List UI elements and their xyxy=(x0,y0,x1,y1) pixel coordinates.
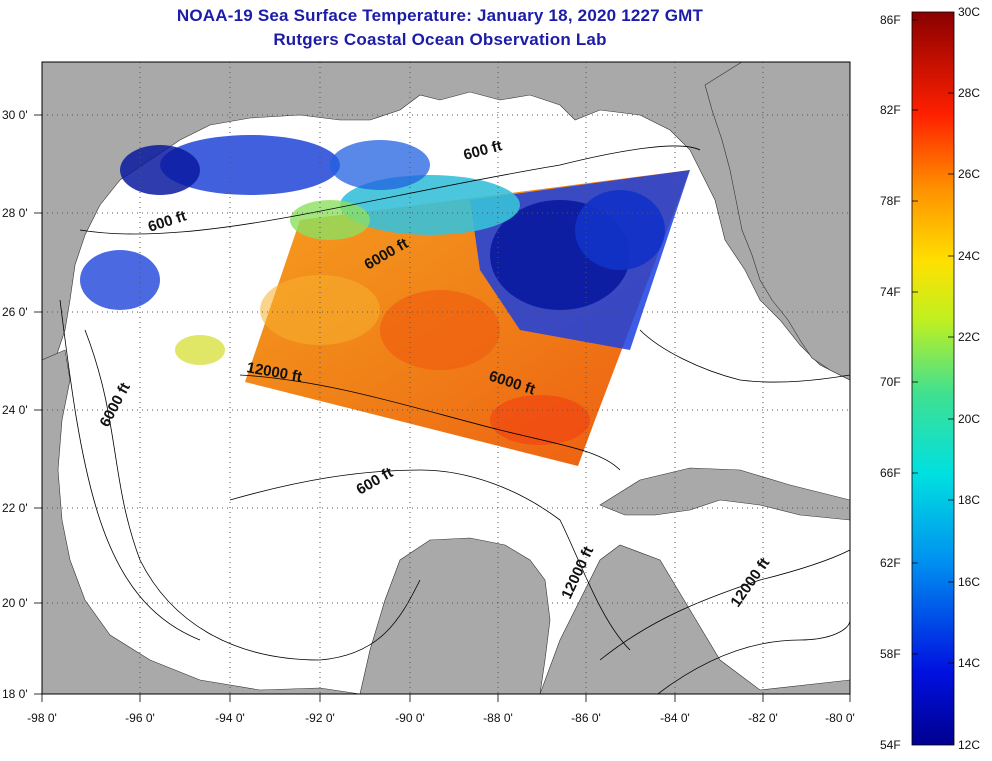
lon-label: -98 0' xyxy=(27,711,57,725)
colorbar-c-label: 26C xyxy=(958,167,980,181)
colorbar-c-label: 14C xyxy=(958,656,980,670)
colorbar-f-label: 58F xyxy=(880,647,901,661)
map-border xyxy=(41,61,851,695)
colorbar-c-label: 20C xyxy=(958,412,980,426)
colorbar-c-label: 12C xyxy=(958,738,980,752)
land-mexico-west xyxy=(42,349,361,694)
lat-label: 20 0' xyxy=(2,596,28,610)
colorbar-c-label: 22C xyxy=(958,330,980,344)
colorbar-c-label: 30C xyxy=(958,5,980,19)
colorbar-c-label: 28C xyxy=(958,86,980,100)
lon-label: -88 0' xyxy=(483,711,513,725)
colorbar xyxy=(911,11,955,746)
lat-label: 24 0' xyxy=(2,403,28,417)
colorbar-f-label: 70F xyxy=(880,375,901,389)
lat-lon-grid xyxy=(42,62,850,694)
map-content: 600 ft 600 ft 6000 ft 12000 ft 6000 ft 6… xyxy=(42,62,850,694)
lat-label: 28 0' xyxy=(2,206,28,220)
colorbar-f-label: 66F xyxy=(880,466,901,480)
land-central-america xyxy=(539,544,850,694)
land-florida xyxy=(704,62,850,381)
map-subtitle: Rutgers Coastal Ocean Observation Lab xyxy=(273,30,607,49)
land-cuba xyxy=(599,467,850,521)
lat-label: 18 0' xyxy=(2,687,28,701)
colorbar-f-label: 74F xyxy=(880,285,901,299)
colorbar-f-label: 78F xyxy=(880,194,901,208)
colorbar-c-label: 16C xyxy=(958,575,980,589)
lon-label: -80 0' xyxy=(825,711,855,725)
colorbar-f-label: 82F xyxy=(880,103,901,117)
lon-label: -92 0' xyxy=(305,711,335,725)
lat-label: 30 0' xyxy=(2,108,28,122)
lon-label: -94 0' xyxy=(215,711,245,725)
lat-label: 26 0' xyxy=(2,305,28,319)
axis-ticks xyxy=(34,114,851,702)
lon-label: -82 0' xyxy=(748,711,778,725)
lon-label: -96 0' xyxy=(125,711,155,725)
lon-label: -86 0' xyxy=(571,711,601,725)
sst-swath xyxy=(80,135,690,466)
colorbar-c-label: 18C xyxy=(958,493,980,507)
bathymetry-contours xyxy=(59,145,850,694)
lat-label: 22 0' xyxy=(2,501,28,515)
colorbar-f-label: 54F xyxy=(880,738,901,752)
colorbar-f-label: 62F xyxy=(880,556,901,570)
map-title: NOAA-19 Sea Surface Temperature: January… xyxy=(176,6,704,25)
colorbar-f-label: 86F xyxy=(880,13,901,27)
land-yucatan xyxy=(359,537,551,694)
lon-label: -84 0' xyxy=(660,711,690,725)
colorbar-ticks xyxy=(912,19,954,664)
colorbar-c-label: 24C xyxy=(958,249,980,263)
lon-label: -90 0' xyxy=(395,711,425,725)
